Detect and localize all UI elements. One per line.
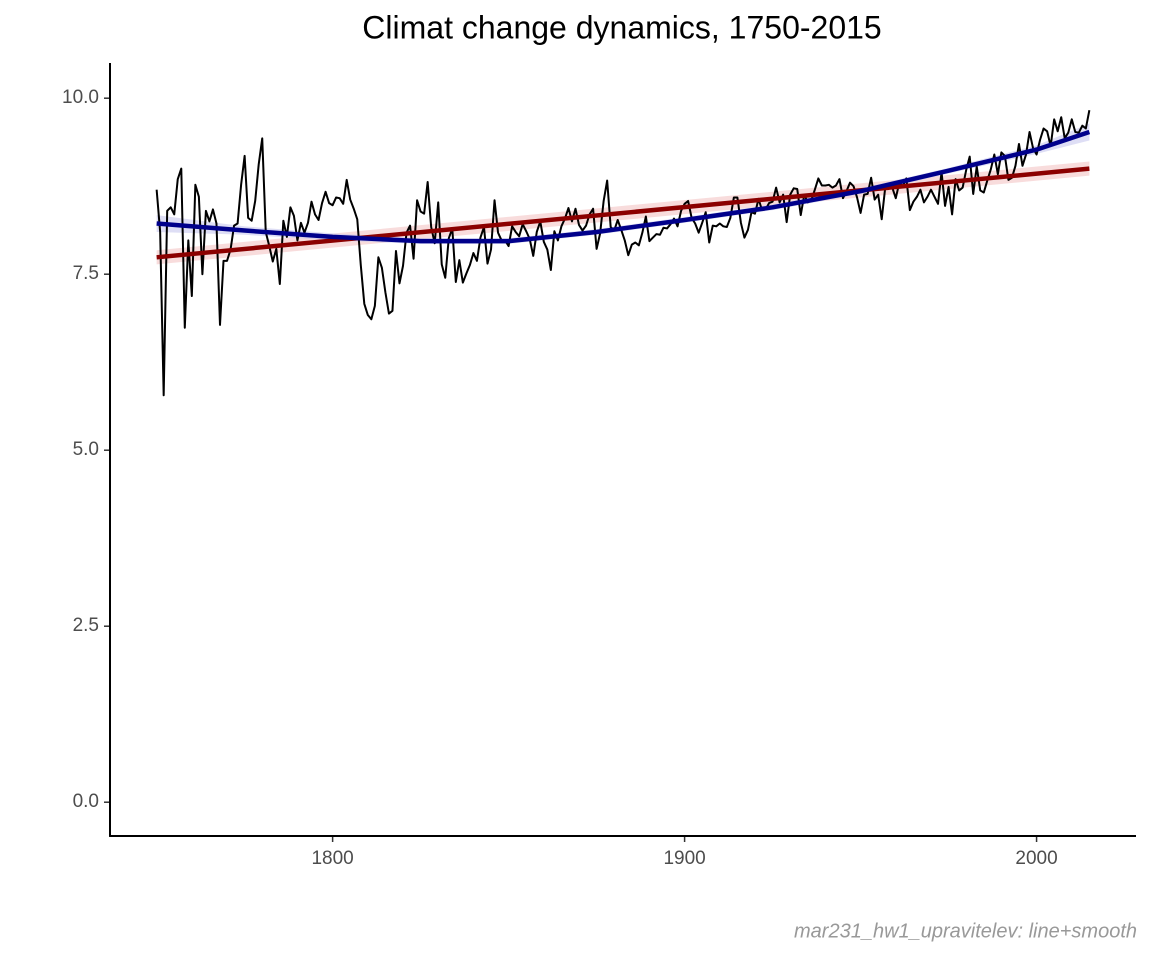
- y-tick-label: 2.5: [73, 615, 99, 636]
- caption: mar231_hw1_upravitelev: line+smooth: [794, 920, 1137, 942]
- temperature-line: [155, 109, 1091, 397]
- x-tick-label: 1800: [311, 848, 353, 869]
- x-tick-label: 2000: [1015, 848, 1057, 869]
- y-tick-label: 0.0: [73, 791, 99, 812]
- chart-title: Climat change dynamics, 1750-2015: [362, 9, 881, 45]
- smooth-line: [156, 166, 1090, 260]
- x-tick-label: 1900: [663, 848, 705, 869]
- plot-area: 0.0 2.5 5.0 7.5 10.0 1800 1900 2000: [62, 63, 1136, 869]
- y-tick-label: 10.0: [62, 87, 99, 108]
- y-tick-label: 7.5: [73, 263, 99, 284]
- y-tick-label: 5.0: [73, 439, 99, 460]
- smooth-line: [156, 129, 1091, 244]
